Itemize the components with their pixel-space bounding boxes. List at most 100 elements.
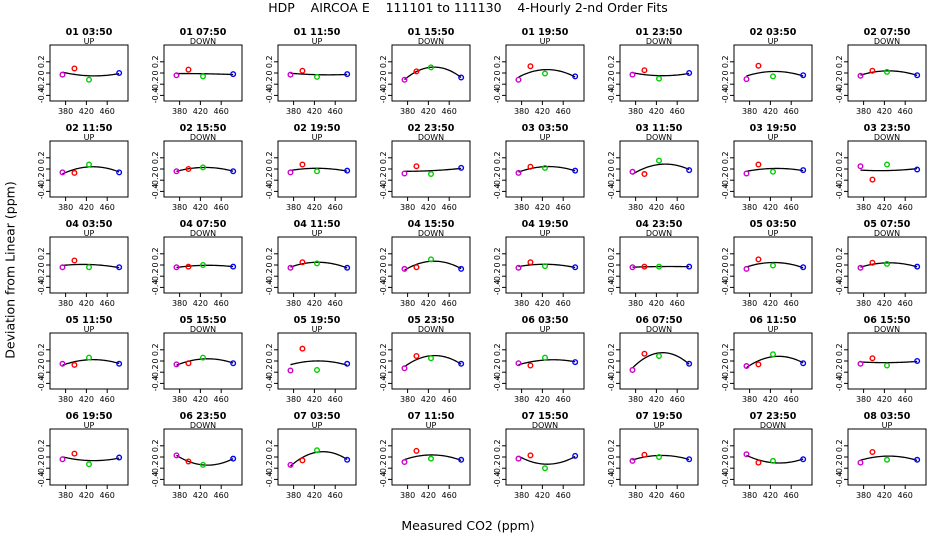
y-tick-label: 0.2 — [37, 343, 46, 356]
panel-direction: DOWN — [532, 421, 558, 430]
y-tick-label: 0.2 — [835, 247, 844, 260]
y-tick-label: 0 — [607, 454, 616, 459]
x-tick-label: 460 — [100, 107, 115, 116]
data-point — [914, 166, 921, 173]
y-tick-label: 0 — [493, 70, 502, 75]
data-point — [515, 455, 522, 462]
data-point — [314, 168, 321, 175]
panel-title: 03 19:50 — [750, 123, 797, 134]
x-tick-label: 420 — [763, 107, 778, 116]
y-tick-label: 0 — [379, 358, 388, 363]
x-tick-label: 460 — [556, 491, 571, 500]
panel-direction: UP — [84, 37, 95, 46]
data-point — [59, 169, 66, 176]
x-tick-label: 380 — [514, 107, 529, 116]
data-point — [527, 63, 534, 70]
data-point — [299, 345, 306, 352]
panel-frame — [49, 140, 129, 198]
data-point — [527, 259, 534, 266]
data-point — [199, 164, 206, 171]
x-tick-label: 380 — [514, 395, 529, 404]
panel-title: 02 15:50 — [180, 123, 227, 134]
y-tick-label: 0.2 — [607, 55, 616, 68]
x-tick-label: 380 — [58, 299, 73, 308]
x-tick-label: 380 — [742, 395, 757, 404]
fit-curve — [860, 167, 918, 172]
panel-direction: DOWN — [190, 133, 216, 142]
data-point — [230, 168, 237, 175]
x-tick-label: 380 — [172, 395, 187, 404]
x-tick-label: 460 — [556, 395, 571, 404]
data-point — [199, 461, 206, 468]
data-point — [116, 169, 123, 176]
y-tick-label: 0.2 — [493, 439, 502, 452]
x-tick-label: 420 — [649, 491, 664, 500]
data-point — [401, 265, 408, 272]
y-tick-label: 0 — [493, 358, 502, 363]
fit-curve — [62, 456, 120, 462]
y-tick-label: 0 — [265, 358, 274, 363]
x-tick-label: 460 — [100, 203, 115, 212]
panel-title: 02 07:50 — [864, 27, 911, 38]
x-tick-label: 380 — [628, 107, 643, 116]
data-point — [230, 263, 237, 270]
x-tick-label: 420 — [307, 107, 322, 116]
fit-curve — [62, 359, 120, 366]
y-tick-label: 0 — [607, 70, 616, 75]
data-point — [199, 354, 206, 361]
x-tick-label: 380 — [172, 203, 187, 212]
x-tick-label: 420 — [763, 491, 778, 500]
x-tick-label: 460 — [328, 491, 343, 500]
x-tick-label: 380 — [856, 395, 871, 404]
data-point — [884, 260, 891, 267]
data-point — [884, 362, 891, 369]
panel-direction: UP — [540, 325, 551, 334]
data-point — [458, 360, 465, 367]
fit-curve — [62, 71, 120, 77]
panel-direction: UP — [540, 133, 551, 142]
y-tick-label: 0 — [151, 454, 160, 459]
y-tick-label: 0 — [151, 70, 160, 75]
y-tick-label: 0.2 — [721, 343, 730, 356]
y-tick-label: 0 — [151, 358, 160, 363]
x-tick-label: 460 — [784, 299, 799, 308]
data-point — [299, 67, 306, 74]
panel-direction: DOWN — [874, 325, 900, 334]
y-tick-label: -0.4 — [835, 472, 844, 488]
x-tick-label: 460 — [898, 299, 913, 308]
panel-direction: DOWN — [190, 229, 216, 238]
data-point — [857, 459, 864, 466]
x-tick-label: 460 — [670, 203, 685, 212]
data-point — [629, 457, 636, 464]
panel-direction: UP — [768, 325, 779, 334]
x-tick-label: 460 — [214, 491, 229, 500]
data-point — [185, 360, 192, 367]
data-point — [755, 161, 762, 168]
data-point — [770, 168, 777, 175]
panel-direction: DOWN — [190, 37, 216, 46]
y-tick-label: -0.4 — [37, 376, 46, 392]
y-tick-label: -0.4 — [607, 184, 616, 200]
x-tick-label: 420 — [649, 107, 664, 116]
panel-title: 05 23:50 — [408, 315, 455, 326]
y-tick-label: 0.2 — [265, 247, 274, 260]
x-tick-label: 380 — [58, 203, 73, 212]
y-tick-label: 0 — [607, 166, 616, 171]
data-point — [59, 71, 66, 78]
data-point — [287, 264, 294, 271]
panel-direction: UP — [540, 37, 551, 46]
y-tick-label: 0.2 — [265, 55, 274, 68]
panel-title: 01 23:50 — [636, 27, 683, 38]
data-point — [230, 71, 237, 78]
panel-frame — [277, 428, 357, 486]
data-point — [299, 259, 306, 266]
data-point — [458, 164, 465, 171]
data-point — [287, 367, 294, 374]
